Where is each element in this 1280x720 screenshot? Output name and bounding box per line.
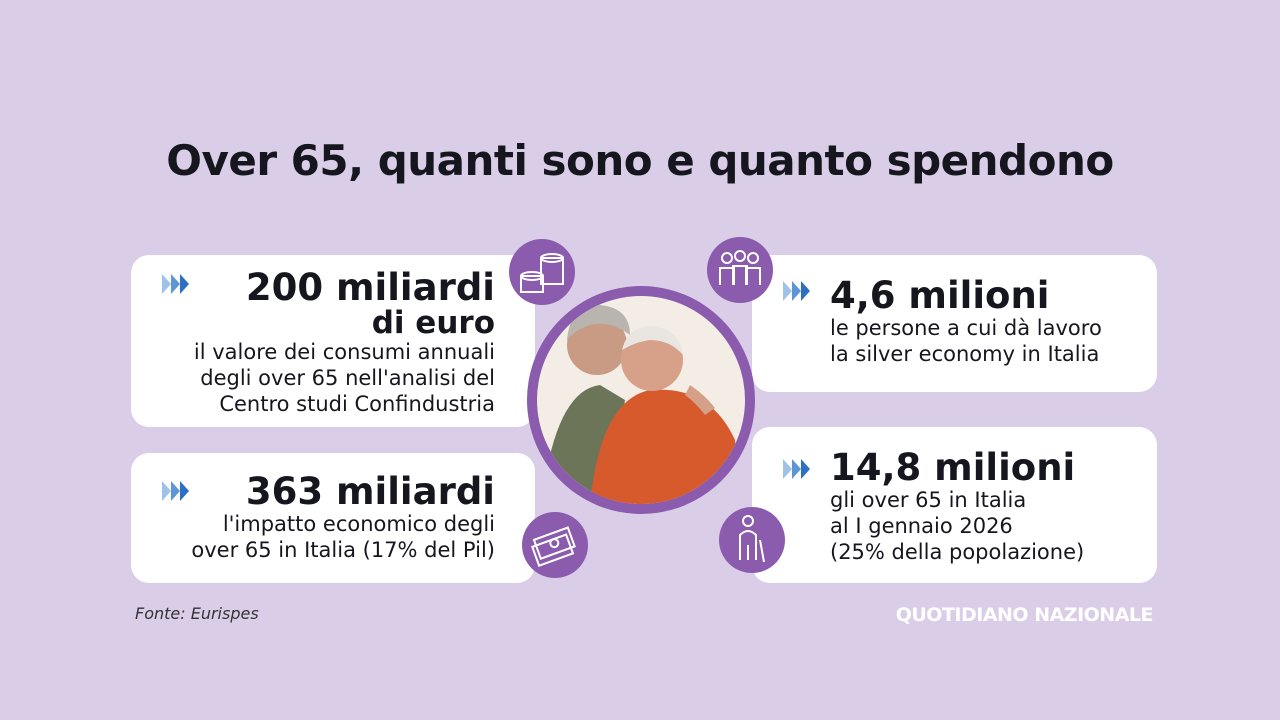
headline: 4,6 milioni [830,274,1050,317]
headline: 363 miliardi [245,470,495,513]
description: (25% della popolazione) [830,540,1085,564]
description: l'impatto economico degli [222,512,495,536]
description: over 65 in Italia (17% del Pil) [191,538,495,562]
card: 14,8 milioni gli over 65 in Italia al I … [752,427,1157,583]
description: il valore dei consumi annuali [193,340,495,364]
title: Over 65, quanti sono e quanto spendono [166,136,1114,185]
headline: 200 miliardi [245,266,495,309]
people-icon [707,237,773,303]
card: 4,6 milioni le persone a cui dà lavoro l… [752,255,1157,392]
source: Fonte: Eurispes [135,604,259,623]
card: 200 miliardi di euro il valore dei consu… [131,255,535,427]
arrow-icon [783,281,810,301]
card: 363 miliardi l'impatto economico degli o… [131,453,535,583]
arrow-icon [162,481,189,501]
brand-logo: QUOTIDIANO NAZIONALE [895,604,1154,626]
headline: 14,8 milioni [830,446,1076,489]
arrow-icon [783,459,810,479]
arrow-icon [162,274,189,294]
coins-icon [509,239,575,305]
elderly-icon [719,507,785,573]
description: gli over 65 in Italia [830,488,1027,512]
banknotes-icon [522,512,588,578]
description: la silver economy in Italia [830,342,1100,366]
description: Centro studi Confindustria [219,392,495,416]
photo [527,286,755,514]
description: al I gennaio 2026 [830,514,1013,538]
description: degli over 65 nell'analisi del [200,366,495,390]
subheadline: di euro [371,305,495,341]
description: le persone a cui dà lavoro [830,316,1102,340]
